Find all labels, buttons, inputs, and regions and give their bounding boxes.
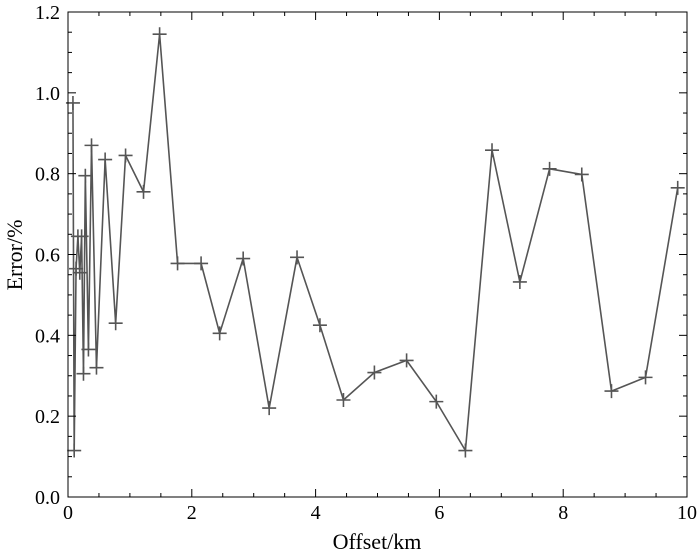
x-tick-label: 10 — [677, 502, 697, 524]
data-point — [74, 229, 89, 244]
data-point — [72, 265, 87, 280]
data-point — [429, 394, 444, 409]
plot-frame — [67, 11, 688, 498]
data-point — [512, 274, 527, 289]
y-tick-label: 0.0 — [35, 487, 60, 509]
data-point — [67, 443, 82, 458]
data-point — [136, 184, 151, 199]
data-point — [236, 251, 251, 266]
data-point — [290, 250, 305, 265]
data-point — [98, 152, 113, 167]
series-line — [72, 33, 679, 452]
data-point — [336, 393, 351, 407]
data-point — [312, 318, 327, 333]
data-point — [485, 143, 500, 158]
data-point — [399, 353, 414, 368]
data-point — [78, 168, 93, 183]
data-point — [458, 443, 473, 458]
data-point — [262, 401, 277, 416]
data-point — [76, 366, 91, 381]
data-point — [542, 161, 557, 176]
data-point — [84, 138, 99, 153]
x-tick-label: 6 — [434, 502, 444, 524]
data-point — [89, 360, 104, 375]
x-axis-label: Offset/km — [333, 529, 422, 554]
x-tick-label: 4 — [311, 502, 321, 524]
data-point — [574, 167, 589, 182]
data-point — [170, 256, 185, 271]
y-tick-label: 0.8 — [35, 164, 60, 186]
data-point — [604, 384, 619, 399]
data-point — [194, 256, 209, 271]
data-point — [367, 365, 382, 380]
y-tick-label: 1.2 — [35, 2, 60, 24]
chart-marks — [65, 27, 685, 458]
data-point — [108, 316, 123, 331]
x-tick-label: 8 — [558, 502, 568, 524]
data-point — [81, 342, 96, 357]
y-tick-label: 1.0 — [35, 83, 60, 105]
data-point — [638, 370, 653, 385]
chart-axes: 0 2 4 6 8 10 0.0 0.2 0.4 0.6 0.8 1.0 1.2 — [35, 2, 697, 524]
y-tick-label: 0.6 — [35, 245, 60, 267]
x-tick-label: 0 — [63, 502, 73, 524]
data-point — [670, 180, 685, 195]
x-tick-label: 2 — [187, 502, 197, 524]
data-point — [152, 27, 167, 42]
data-point — [118, 148, 133, 163]
data-point — [212, 326, 227, 341]
y-tick-label: 0.4 — [35, 325, 60, 347]
y-tick-label: 0.2 — [35, 406, 60, 428]
y-axis-label: Error/% — [2, 220, 27, 291]
